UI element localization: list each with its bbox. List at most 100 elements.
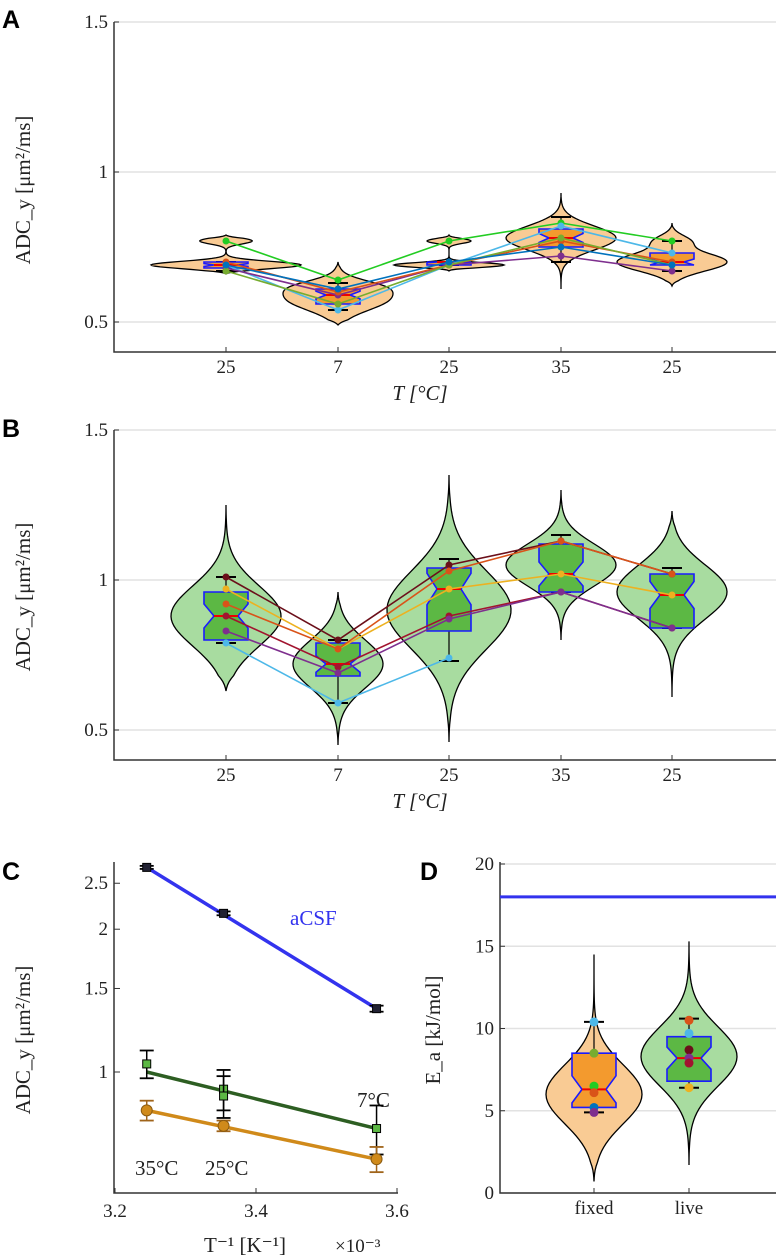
subject-point [557, 234, 565, 242]
x-tick-label: 25 [440, 765, 459, 786]
data-point [372, 1004, 382, 1014]
x-tick-label: 3.4 [244, 1201, 268, 1222]
subject-point [445, 567, 453, 575]
subject-point [222, 612, 230, 620]
y-tick-label: 5 [485, 1101, 495, 1122]
subject-point [557, 243, 565, 251]
subject-point [222, 573, 230, 581]
x-tick-label: live [675, 1198, 704, 1219]
x-tick-label: 35 [552, 765, 571, 786]
subject-point [557, 537, 565, 545]
y-tick-label: 1.5 [84, 978, 108, 999]
x-tick-label: 25 [217, 765, 236, 786]
y-tick-label: 1 [99, 162, 109, 183]
subject-point [668, 261, 676, 269]
panel-label-c: C [2, 858, 20, 886]
y-tick-label: 15 [475, 936, 494, 957]
panel-c-xlabel: T⁻¹ [K⁻¹] [204, 1233, 286, 1257]
panel-label-b: B [2, 415, 20, 443]
subject-point [334, 636, 342, 644]
subject-point [668, 570, 676, 578]
subject-point [684, 1045, 694, 1055]
subject-point [445, 585, 453, 593]
panel-a-xlabel: T [°C] [392, 381, 447, 405]
subject-point [445, 237, 453, 245]
y-tick-label: 2 [99, 919, 109, 940]
data-point [140, 1104, 153, 1117]
data-point [219, 1091, 229, 1101]
axes [113, 862, 398, 1194]
subject-point [222, 600, 230, 608]
annotation-25c: 25°C [205, 1156, 248, 1180]
y-tick-label: 0.5 [84, 720, 108, 741]
panel-d-ylabel: E_a [kJ/mol] [421, 975, 445, 1084]
fit-line-aCSF [145, 865, 378, 1011]
panel-c-xscale: ×10⁻³ [335, 1236, 381, 1257]
y-tick-label: 20 [475, 854, 494, 875]
subject-point [557, 222, 565, 230]
y-tick-label: 0.5 [84, 312, 108, 333]
data-point [370, 1153, 383, 1166]
subject-point [589, 1081, 599, 1091]
subject-point [334, 663, 342, 671]
annotation-7c: 7°C [357, 1088, 390, 1112]
notched-box [649, 573, 695, 629]
data-point [372, 1124, 382, 1134]
y-tick-label: 0 [485, 1183, 495, 1204]
x-tick-label: 7 [333, 765, 343, 786]
panel-label-d: D [420, 858, 438, 886]
x-tick-label: 3.6 [385, 1201, 409, 1222]
x-tick-label: 25 [663, 357, 682, 378]
subject-point [668, 591, 676, 599]
x-tick-label: 25 [440, 357, 459, 378]
subject-point [557, 252, 565, 260]
subject-point [222, 627, 230, 635]
subject-point [684, 1058, 694, 1068]
y-tick-label: 2.5 [84, 873, 108, 894]
x-tick-label: 25 [217, 357, 236, 378]
data-point [217, 1119, 230, 1132]
fit-line-fixed [146, 1108, 377, 1161]
subject-point [557, 570, 565, 578]
y-tick-label: 1.5 [84, 12, 108, 33]
subject-point [445, 258, 453, 266]
axes [113, 22, 776, 353]
violin [392, 233, 506, 272]
annotation-acsf: aCSF [290, 906, 337, 930]
subject-point [557, 588, 565, 596]
notched-box [538, 543, 584, 593]
notched-box [571, 1052, 617, 1109]
subject-point [668, 624, 676, 632]
data-point [219, 908, 229, 918]
subject-point [334, 645, 342, 653]
panel-b-xlabel: T [°C] [392, 789, 447, 813]
panel-label-a: A [2, 6, 20, 34]
subject-point [589, 1048, 599, 1058]
axes [113, 430, 776, 761]
violin [149, 234, 303, 275]
x-tick-label: 7 [333, 357, 343, 378]
x-tick-label: 25 [663, 765, 682, 786]
subject-point [222, 267, 230, 275]
subject-point [668, 237, 676, 245]
panel-a-ylabel: ADC_y [μm²/ms] [11, 116, 35, 265]
subject-point [589, 1017, 599, 1027]
subject-point [668, 249, 676, 257]
x-tick-label: 35 [552, 357, 571, 378]
subject-point [589, 1088, 599, 1098]
subject-point [684, 1083, 694, 1093]
annotation-35c: 35°C [135, 1156, 178, 1180]
subject-point [222, 639, 230, 647]
x-tick-label: 3.2 [103, 1201, 127, 1222]
y-tick-label: 1 [99, 570, 109, 591]
subject-point [445, 615, 453, 623]
subject-point [445, 654, 453, 662]
subject-point [334, 699, 342, 707]
subject-point [334, 285, 342, 293]
subject-point [334, 300, 342, 308]
axes [499, 862, 776, 1194]
subject-point [222, 585, 230, 593]
subject-point [445, 561, 453, 569]
